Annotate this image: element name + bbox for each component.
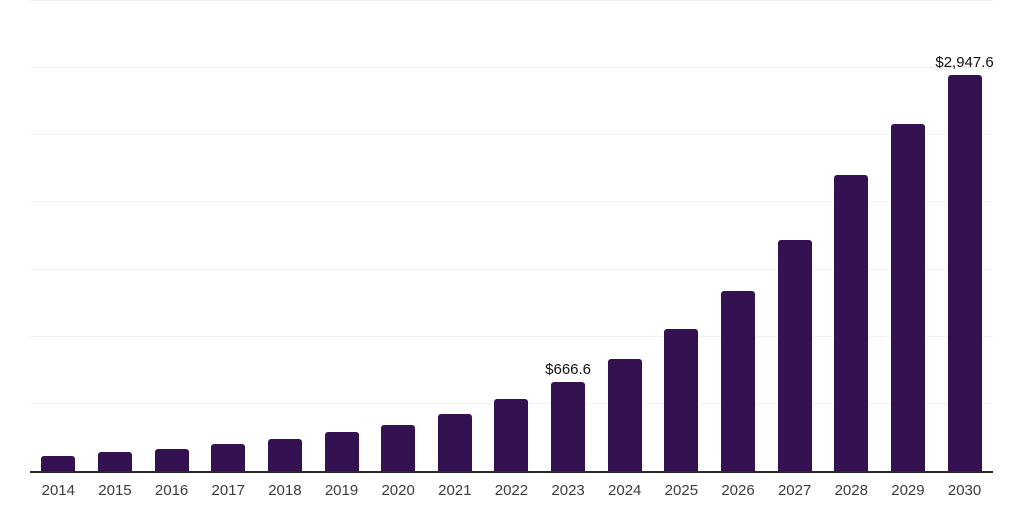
x-tick-label-2021: 2021 xyxy=(438,482,472,499)
bar-2027 xyxy=(777,239,812,471)
gridline-3500 xyxy=(30,0,993,1)
bar-value-label-2030: $2,947.6 xyxy=(935,54,994,72)
gridline-1500 xyxy=(30,268,993,270)
x-tick-label-2028: 2028 xyxy=(834,482,868,499)
gridline-1000 xyxy=(30,335,993,337)
plot-area: $666.6 $2,947.6 xyxy=(30,0,994,473)
x-axis-labels: 2014 2015 2016 2017 2018 2019 2020 2021 2022 2023… xyxy=(30,482,993,500)
bar-slot-2017 xyxy=(200,1,257,471)
bar-2022 xyxy=(494,398,529,471)
bar-2014 xyxy=(41,455,76,471)
bar-2026 xyxy=(721,290,755,471)
bar-slot-2025 xyxy=(653,1,710,471)
bar-slot-2029 xyxy=(880,1,937,471)
x-tick-label-2014: 2014 xyxy=(41,482,75,499)
x-tick-label-2027: 2027 xyxy=(777,482,812,499)
bar-2029 xyxy=(890,123,925,471)
bar-slot-2019 xyxy=(313,1,370,471)
bar-2025 xyxy=(664,328,699,471)
gridline-2500 xyxy=(30,134,993,136)
bar-2023: $666.6 xyxy=(545,362,591,471)
bar-2016 xyxy=(154,449,189,471)
bar-2017 xyxy=(211,443,246,471)
bar-2020 xyxy=(381,424,416,471)
bar-slot-2016 xyxy=(143,1,200,471)
x-tick-label-2025: 2025 xyxy=(664,482,699,499)
bar-slot-2024 xyxy=(596,1,653,471)
x-tick-label-2017: 2017 xyxy=(211,482,245,499)
bar-2030: $2,947.6 xyxy=(935,55,994,471)
gridline-3000 xyxy=(30,67,993,69)
bar-2018 xyxy=(267,438,302,471)
bar-2015 xyxy=(97,452,132,471)
bar-slot-2027 xyxy=(766,1,823,471)
bar-slot-2021 xyxy=(426,1,483,471)
x-tick-label-2022: 2022 xyxy=(494,482,529,499)
bar-slot-2022 xyxy=(483,1,540,471)
bar-slot-2020 xyxy=(370,1,427,471)
x-tick-label-2024: 2024 xyxy=(608,482,642,499)
bar-2024 xyxy=(607,358,642,471)
x-tick-label-2016: 2016 xyxy=(154,482,189,499)
x-tick-label-2029: 2029 xyxy=(891,482,925,499)
bar-2021 xyxy=(437,413,472,471)
bar-slot-2014 xyxy=(30,1,87,471)
x-tick-label-2023: 2023 xyxy=(551,482,585,499)
bar-slot-2018 xyxy=(257,1,314,471)
x-tick-label-2030: 2030 xyxy=(947,482,982,499)
x-tick-label-2019: 2019 xyxy=(324,482,359,499)
bar-slot-2030: $2,947.6 xyxy=(935,1,994,471)
bar-slot-2026 xyxy=(710,1,767,471)
bar-slot-2028 xyxy=(823,1,880,471)
bars-row: $666.6 $2,947.6 xyxy=(30,1,994,471)
x-tick-label-2015: 2015 xyxy=(98,482,132,499)
gridline-2000 xyxy=(30,201,993,203)
bar-value-label-2023: $666.6 xyxy=(545,360,592,378)
bar-2019 xyxy=(324,432,359,471)
bar-2028 xyxy=(834,175,869,471)
x-tick-label-2020: 2020 xyxy=(381,482,415,499)
bar-slot-2015 xyxy=(87,1,144,471)
bar-slot-2023: $666.6 xyxy=(540,1,597,471)
x-tick-label-2026: 2026 xyxy=(721,482,755,499)
x-tick-label-2018: 2018 xyxy=(268,482,302,499)
